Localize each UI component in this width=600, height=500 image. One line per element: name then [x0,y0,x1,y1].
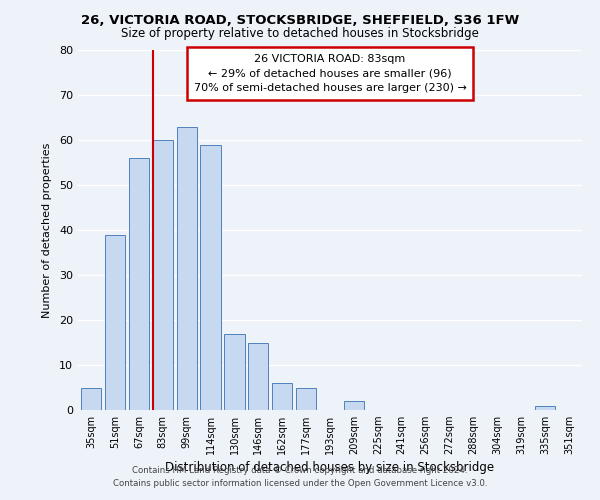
Y-axis label: Number of detached properties: Number of detached properties [42,142,52,318]
Bar [344,401,364,410]
Text: 26 VICTORIA ROAD: 83sqm
← 29% of detached houses are smaller (96)
70% of semi-de: 26 VICTORIA ROAD: 83sqm ← 29% of detache… [194,54,466,93]
Bar [152,140,173,410]
Bar [176,126,197,410]
Bar [129,158,149,410]
Text: Size of property relative to detached houses in Stocksbridge: Size of property relative to detached ho… [121,28,479,40]
Bar [272,383,292,410]
Bar [296,388,316,410]
X-axis label: Distribution of detached houses by size in Stocksbridge: Distribution of detached houses by size … [166,462,494,474]
Bar [535,406,555,410]
Text: Contains HM Land Registry data © Crown copyright and database right 2024.
Contai: Contains HM Land Registry data © Crown c… [113,466,487,487]
Bar [200,144,221,410]
Bar [248,342,268,410]
Bar [81,388,101,410]
Bar [224,334,245,410]
Text: 26, VICTORIA ROAD, STOCKSBRIDGE, SHEFFIELD, S36 1FW: 26, VICTORIA ROAD, STOCKSBRIDGE, SHEFFIE… [81,14,519,27]
Bar [105,234,125,410]
